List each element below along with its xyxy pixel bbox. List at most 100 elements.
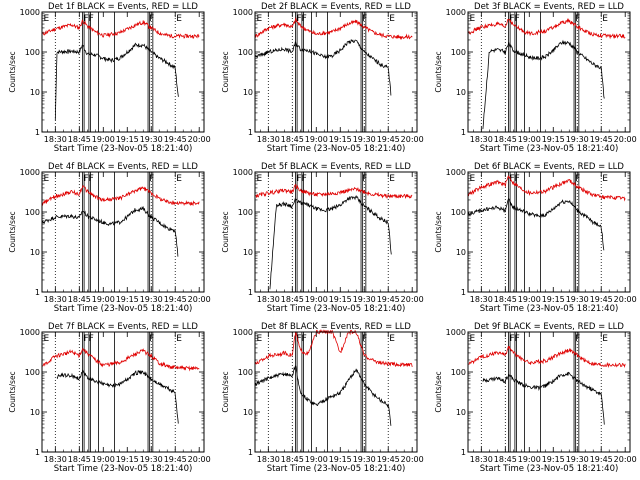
x-tick-label: 20:00 bbox=[401, 135, 424, 144]
x-tick-label: 20:00 bbox=[614, 135, 637, 144]
series-lld-line bbox=[468, 18, 626, 40]
y-tick-label: 100 bbox=[238, 208, 253, 217]
y-tick-label: 1 bbox=[461, 288, 466, 297]
x-tick-label: 19:30 bbox=[353, 455, 376, 464]
x-tick-label: 19:30 bbox=[353, 135, 376, 144]
x-tick-label: 20:00 bbox=[401, 455, 424, 464]
x-tick-label: 19:15 bbox=[329, 135, 352, 144]
x-tick-label: 20:00 bbox=[614, 295, 637, 304]
x-tick-label: 19:30 bbox=[566, 455, 589, 464]
y-tick-label: 10 bbox=[456, 408, 466, 417]
series-events-line bbox=[42, 205, 179, 257]
interval-label: E bbox=[176, 14, 182, 24]
interval-label: FF bbox=[84, 14, 94, 24]
interval-label: FF bbox=[84, 174, 94, 184]
interval-label: E bbox=[602, 14, 608, 24]
y-tick-label: 1000 bbox=[446, 168, 466, 177]
y-axis-label: Counts/sec bbox=[8, 51, 17, 92]
y-axis-label: Counts/sec bbox=[221, 51, 230, 92]
x-tick-label: 19:00 bbox=[305, 455, 328, 464]
y-tick-label: 100 bbox=[25, 208, 40, 217]
panel-title: Det 5f BLACK = Events, RED = LLD bbox=[261, 162, 411, 172]
y-tick-label: 100 bbox=[25, 48, 40, 57]
series-events-line bbox=[269, 194, 392, 290]
x-axis-label: Start Time (23-Nov-05 18:21:40) bbox=[267, 304, 406, 314]
series-lld-line bbox=[255, 328, 413, 368]
y-tick-label: 100 bbox=[451, 368, 466, 377]
y-axis-label: Counts/sec bbox=[221, 211, 230, 252]
interval-label: E bbox=[470, 334, 476, 344]
x-tick-label: 19:00 bbox=[92, 455, 115, 464]
x-tick-label: 19:00 bbox=[518, 135, 541, 144]
x-tick-label: 18:45 bbox=[68, 135, 91, 144]
y-tick-label: 10 bbox=[243, 408, 253, 417]
x-tick-label: 19:45 bbox=[590, 455, 613, 464]
plot-frame bbox=[254, 331, 418, 453]
panel-title: Det 4f BLACK = Events, RED = LLD bbox=[48, 162, 198, 172]
interval-label: F bbox=[575, 14, 580, 24]
x-tick-label: 18:45 bbox=[281, 295, 304, 304]
x-tick-label: 19:15 bbox=[329, 455, 352, 464]
x-tick-label: 20:00 bbox=[614, 455, 637, 464]
panel-title: Det 7f BLACK = Events, RED = LLD bbox=[48, 322, 198, 332]
plot-frame bbox=[467, 331, 631, 453]
series-events-line bbox=[54, 42, 179, 121]
x-tick-label: 19:45 bbox=[590, 295, 613, 304]
x-tick-label: 19:15 bbox=[116, 295, 139, 304]
y-tick-label: 10 bbox=[30, 248, 40, 257]
x-axis-label: Start Time (23-Nov-05 18:21:40) bbox=[54, 144, 193, 154]
x-tick-label: 19:45 bbox=[590, 135, 613, 144]
interval-label: F bbox=[575, 174, 580, 184]
x-tick-label: 18:45 bbox=[494, 455, 517, 464]
x-axis-label: Start Time (23-Nov-05 18:21:40) bbox=[54, 464, 193, 474]
x-tick-label: 19:00 bbox=[518, 295, 541, 304]
series-events-line bbox=[468, 198, 605, 251]
x-tick-label: 19:15 bbox=[542, 295, 565, 304]
interval-label: F bbox=[575, 334, 580, 344]
interval-label: FF bbox=[510, 334, 520, 344]
y-tick-label: 10 bbox=[30, 408, 40, 417]
series-events-line bbox=[482, 371, 605, 425]
y-tick-label: 100 bbox=[451, 208, 466, 217]
interval-label: FF bbox=[297, 334, 307, 344]
series-events-line bbox=[482, 39, 605, 130]
y-tick-label: 1 bbox=[461, 128, 466, 137]
y-axis-label: Counts/sec bbox=[8, 211, 17, 252]
panel-title: Det 8f BLACK = Events, RED = LLD bbox=[261, 322, 411, 332]
plot-frame bbox=[467, 11, 631, 133]
x-tick-label: 19:45 bbox=[377, 295, 400, 304]
y-axis-label: Counts/sec bbox=[434, 51, 443, 92]
panel-title: Det 6f BLACK = Events, RED = LLD bbox=[474, 162, 624, 172]
interval-label: E bbox=[602, 334, 608, 344]
x-tick-label: 19:45 bbox=[164, 295, 187, 304]
plot-frame bbox=[254, 11, 418, 133]
y-axis-label: Counts/sec bbox=[434, 371, 443, 412]
x-tick-label: 19:45 bbox=[377, 455, 400, 464]
series-lld-line bbox=[42, 185, 200, 207]
x-tick-label: 19:15 bbox=[116, 455, 139, 464]
interval-label: E bbox=[389, 14, 395, 24]
x-axis-label: Start Time (23-Nov-05 18:21:40) bbox=[480, 464, 619, 474]
y-tick-label: 1000 bbox=[20, 168, 40, 177]
y-tick-label: 1 bbox=[461, 448, 466, 457]
interval-label: E bbox=[44, 14, 50, 24]
x-tick-label: 18:45 bbox=[281, 135, 304, 144]
x-tick-label: 19:30 bbox=[140, 295, 163, 304]
y-tick-label: 1000 bbox=[446, 328, 466, 337]
y-tick-label: 1000 bbox=[20, 8, 40, 17]
x-tick-label: 19:00 bbox=[92, 295, 115, 304]
y-axis-label: Counts/sec bbox=[434, 211, 443, 252]
interval-label: F bbox=[362, 174, 367, 184]
panel-title: Det 1f BLACK = Events, RED = LLD bbox=[48, 2, 198, 12]
interval-label: E bbox=[257, 174, 263, 184]
x-tick-label: 18:30 bbox=[257, 295, 280, 304]
x-tick-label: 18:30 bbox=[257, 135, 280, 144]
y-tick-label: 10 bbox=[30, 88, 40, 97]
y-tick-label: 1 bbox=[248, 288, 253, 297]
interval-label: F bbox=[149, 334, 154, 344]
